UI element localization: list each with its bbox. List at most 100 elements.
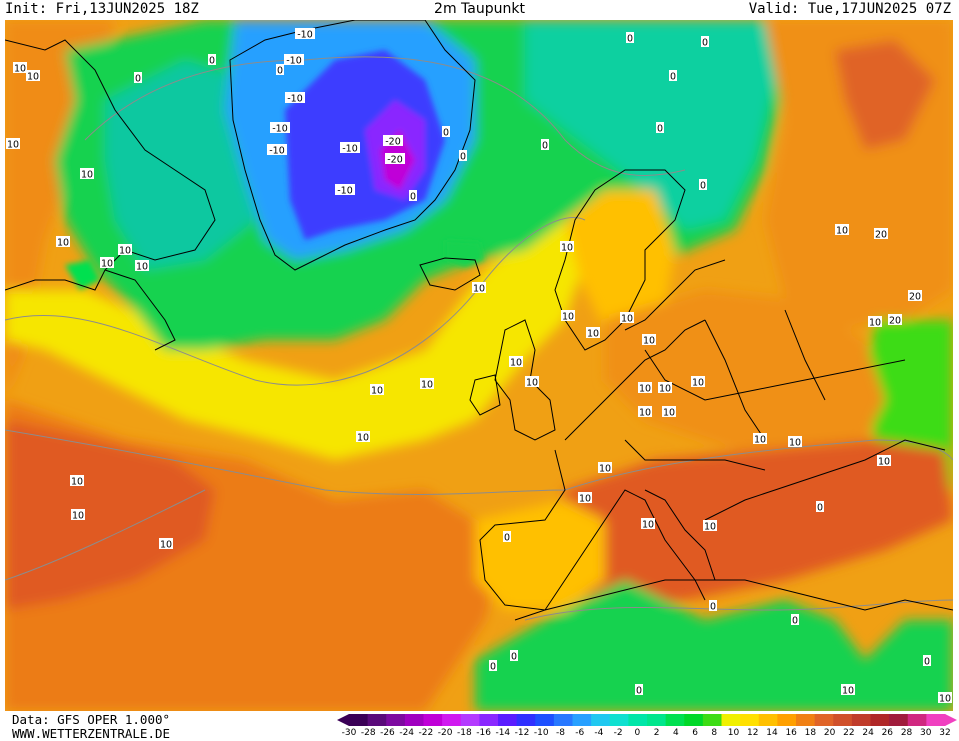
contour-label: 10 [753,433,767,446]
contour-label: 10 [877,455,891,468]
contour-label: 0 [459,150,467,163]
svg-text:10: 10 [939,694,951,705]
svg-text:-10: -10 [286,56,302,67]
svg-text:10: 10 [136,262,148,273]
legend-tick-label: -24 [399,728,415,738]
legend-swatch [721,714,741,726]
legend-tick-label: -16 [476,728,491,738]
svg-text:0: 0 [490,662,496,673]
legend-swatch [684,714,704,726]
svg-text:10: 10 [704,522,716,533]
legend-tick-label: -12 [514,728,530,738]
svg-text:-10: -10 [269,146,285,157]
svg-text:10: 10 [878,457,890,468]
contour-label: -20 [385,153,405,166]
legend-tick-label: -26 [380,728,395,738]
svg-text:10: 10 [789,438,801,449]
svg-text:0: 0 [443,128,449,139]
legend-swatch [404,714,424,726]
svg-text:10: 10 [71,477,83,488]
svg-text:10: 10 [561,243,573,254]
legend-tick-label: 12 [747,728,759,738]
svg-text:10: 10 [692,378,704,389]
svg-text:0: 0 [702,38,708,49]
legend-tick-label: -22 [418,728,434,738]
contour-label: 10 [356,431,370,444]
data-source-label: Data: GFS OPER 1.000° [12,712,171,727]
legend-tick-label: 14 [766,728,778,738]
svg-text:-10: -10 [342,144,358,155]
svg-text:0: 0 [924,657,930,668]
contour-label: -20 [383,135,403,148]
legend-swatch [479,714,499,726]
contour-label: 0 [510,650,518,663]
legend-swatch [460,714,480,726]
svg-text:-20: -20 [387,155,403,166]
legend-swatch [535,714,555,726]
contour-label: 10 [13,62,27,75]
svg-text:0: 0 [460,152,466,163]
legend-tick-label: 4 [672,728,679,738]
legend-swatch [423,714,443,726]
legend-swatch [851,714,871,726]
svg-text:10: 10 [587,329,599,340]
svg-text:20: 20 [889,316,901,327]
legend-swatch [926,714,946,726]
contour-label: 10 [71,509,85,522]
svg-text:10: 10 [526,378,538,389]
legend-tick-label: 20 [823,728,836,738]
contour-label: 0 [409,190,417,203]
contour-label: 0 [442,126,450,139]
svg-text:10: 10 [81,170,93,181]
legend-swatch [553,714,573,726]
legend-tick-label: -6 [575,728,585,738]
legend-tick-labels: -30 -28 -26 -24 -22 -20 -18 -16 -14 -12 -10 -8 -6 -4-… [340,728,952,740]
svg-text:0: 0 [410,192,416,203]
legend-swatch [758,714,778,726]
contour-label: 0 [635,684,643,697]
svg-text:10: 10 [754,435,766,446]
legend-swatch [442,714,462,726]
contour-label: 0 [541,139,549,152]
contour-label: 10 [70,475,84,488]
svg-text:0: 0 [542,141,548,152]
contour-label: 10 [472,282,486,295]
contour-label: 10 [638,382,652,395]
legend-tick-label: -30 [341,728,357,738]
svg-text:-10: -10 [287,94,303,105]
svg-text:10: 10 [7,140,19,151]
contour-label: 10 [620,312,634,325]
contour-label: 0 [701,36,709,49]
svg-text:10: 10 [639,408,651,419]
legend-swatch [367,714,387,726]
contour-label: 20 [874,228,888,241]
svg-text:0: 0 [627,34,633,45]
legend-tick-label: 18 [804,728,817,738]
contour-label: -10 [267,144,287,157]
color-legend-bar [337,714,957,726]
svg-text:20: 20 [909,292,921,303]
contour-label: 10 [662,406,676,419]
legend-tick-label: 2 [653,728,660,738]
svg-text:10: 10 [357,433,369,444]
legend-tick-label: -8 [555,728,565,738]
svg-text:0: 0 [657,124,663,135]
legend-tick-label: 6 [692,728,698,738]
contour-label: 0 [656,122,664,135]
svg-text:10: 10 [510,358,522,369]
contour-label: 10 [80,168,94,181]
contour-label: 10 [100,257,114,270]
contour-label: 0 [503,531,511,544]
svg-text:0: 0 [504,533,510,544]
legend-swatch [907,714,927,726]
svg-text:10: 10 [836,226,848,237]
legend-swatch [796,714,816,726]
contour-label: 10 [578,492,592,505]
contour-label: 20 [908,290,922,303]
legend-swatch [349,714,369,726]
contour-label: 10 [788,436,802,449]
svg-text:0: 0 [511,652,517,663]
contour-label: 10 [835,224,849,237]
legend-tick-label: 32 [939,728,951,738]
svg-text:10: 10 [119,246,131,257]
